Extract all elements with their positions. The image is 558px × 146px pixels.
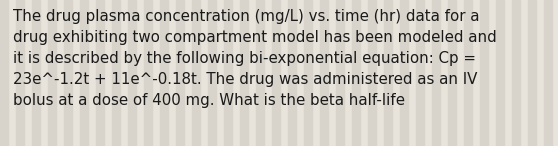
Text: The drug plasma concentration (mg/L) vs. time (hr) data for a
drug exhibiting tw: The drug plasma concentration (mg/L) vs.… (13, 9, 497, 108)
